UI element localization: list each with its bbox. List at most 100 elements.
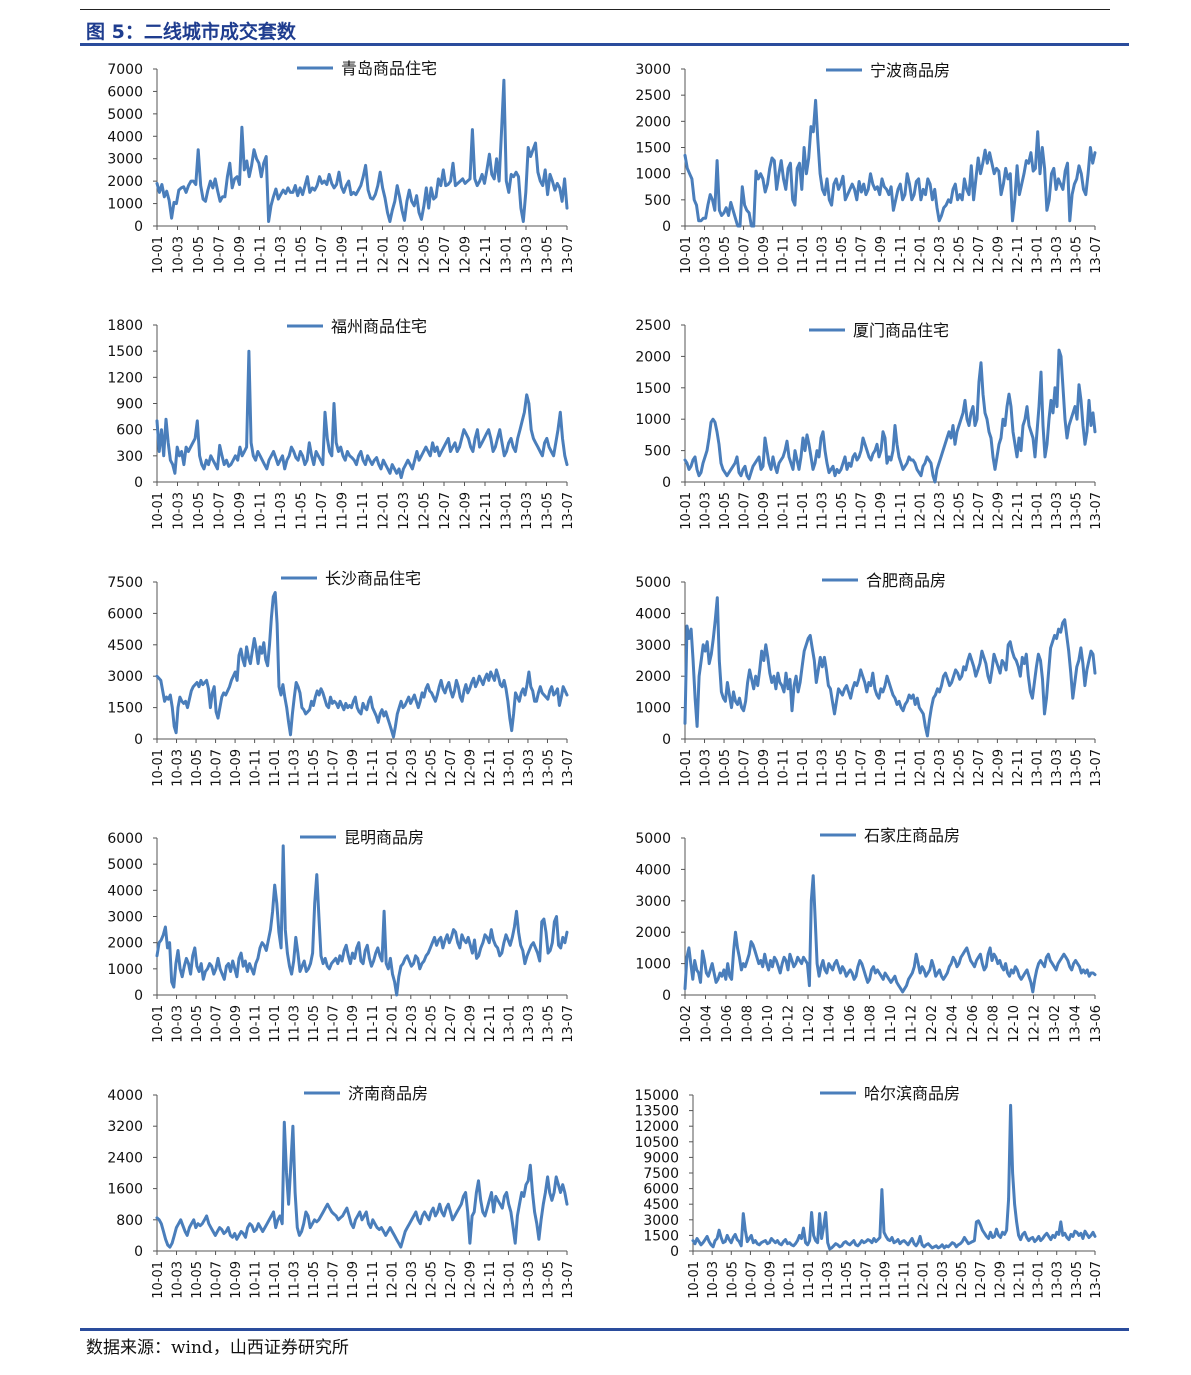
x-tick-label: 11-11 bbox=[356, 492, 371, 530]
x-tick-label: 12-08 bbox=[987, 1005, 1002, 1043]
x-tick-label: 11-04 bbox=[823, 1005, 838, 1043]
x-tick-label: 11-01 bbox=[796, 236, 811, 274]
x-tick-label: 10-11 bbox=[783, 1261, 798, 1299]
x-tick-label: 11-03 bbox=[274, 492, 289, 530]
x-tick-label: 12-05 bbox=[952, 492, 967, 530]
x-tick-label: 10-11 bbox=[777, 749, 792, 787]
x-tick-label: 11-05 bbox=[307, 1005, 322, 1043]
x-tick-label: 11-09 bbox=[346, 1005, 361, 1043]
y-tick-label: 1500 bbox=[635, 381, 671, 397]
y-tick-label: 0 bbox=[670, 1244, 679, 1260]
x-tick-label: 10-11 bbox=[777, 236, 792, 274]
x-tick-label: 11-05 bbox=[307, 749, 322, 787]
x-tick-label: 11-02 bbox=[802, 1005, 817, 1043]
x-tick-label: 10-03 bbox=[171, 749, 186, 787]
x-tick-label: 10-04 bbox=[700, 1005, 715, 1043]
x-tick-label: 11-05 bbox=[835, 492, 850, 530]
x-tick-label: 10-05 bbox=[718, 236, 733, 274]
y-tick-label: 2400 bbox=[107, 1150, 143, 1166]
legend-label: 哈尔滨商品房 bbox=[864, 1084, 960, 1103]
x-tick-label: 11-03 bbox=[816, 492, 831, 530]
x-tick-label: 13-03 bbox=[520, 236, 535, 274]
chart-panel: 6000 5000 4000 3000 2000 1000 0 10-01 10-03 10-05… bbox=[107, 828, 576, 1043]
x-tick-label: 11-11 bbox=[366, 1005, 381, 1043]
legend-label: 昆明商品房 bbox=[344, 828, 424, 847]
x-tick-label: 11-11 bbox=[366, 1261, 381, 1299]
x-tick-label: 13-05 bbox=[541, 236, 556, 274]
x-tick-label: 10-11 bbox=[254, 236, 269, 274]
x-tick-label: 12-11 bbox=[1011, 749, 1026, 787]
source-note: 数据来源：wind，山西证券研究所 bbox=[86, 1338, 349, 1358]
x-tick-label: 13-03 bbox=[522, 1005, 537, 1043]
y-tick-label: 0 bbox=[662, 475, 671, 491]
x-tick-label: 11-09 bbox=[874, 749, 889, 787]
legend-label: 石家庄商品房 bbox=[864, 826, 960, 845]
y-tick-label: 4500 bbox=[107, 638, 143, 654]
x-tick-label: 13-07 bbox=[561, 492, 576, 530]
y-tick-label: 7500 bbox=[643, 1166, 679, 1182]
x-tick-label: 12-07 bbox=[438, 236, 453, 274]
x-tick-label: 12-09 bbox=[991, 492, 1006, 530]
x-tick-label: 11-11 bbox=[894, 749, 909, 787]
x-tick-label: 11-11 bbox=[356, 236, 371, 274]
x-tick-label: 12-03 bbox=[936, 1261, 951, 1299]
x-tick-label: 11-08 bbox=[864, 1005, 879, 1043]
y-tick-label: 2000 bbox=[635, 925, 671, 941]
x-tick-label: 11-09 bbox=[878, 1261, 893, 1299]
x-tick-label: 11-07 bbox=[327, 749, 342, 787]
x-tick-label: 12-09 bbox=[459, 236, 474, 274]
x-tick-label: 10-03 bbox=[699, 236, 714, 274]
x-tick-label: 10-01 bbox=[151, 492, 166, 530]
x-tick-label: 10-11 bbox=[249, 1005, 264, 1043]
x-tick-label: 11-03 bbox=[821, 1261, 836, 1299]
legend-label: 济南商品房 bbox=[348, 1084, 428, 1103]
chart-panel: 4000 3200 2400 1600 800 0 10-01 10-03 10-05 10-07… bbox=[107, 1084, 576, 1299]
x-tick-label: 13-05 bbox=[1069, 749, 1084, 787]
x-tick-label: 12-03 bbox=[397, 236, 412, 274]
y-tick-label: 4000 bbox=[635, 606, 671, 622]
x-tick-label: 10-01 bbox=[151, 236, 166, 274]
x-tick-label: 12-07 bbox=[972, 492, 987, 530]
x-tick-label: 10-05 bbox=[192, 236, 207, 274]
y-tick-label: 3000 bbox=[107, 152, 143, 168]
y-tick-label: 1500 bbox=[107, 701, 143, 717]
x-tick-label: 13-03 bbox=[1051, 1261, 1066, 1299]
y-tick-label: 4000 bbox=[635, 862, 671, 878]
x-tick-label: 10-09 bbox=[757, 749, 772, 787]
x-tick-label: 12-11 bbox=[1011, 236, 1026, 274]
y-tick-label: 7500 bbox=[107, 575, 143, 591]
x-tick-label: 10-07 bbox=[210, 1005, 225, 1043]
x-tick-label: 13-07 bbox=[1089, 749, 1104, 787]
x-tick-label: 11-07 bbox=[327, 1261, 342, 1299]
x-tick-label: 11-07 bbox=[855, 492, 870, 530]
x-tick-label: 12-01 bbox=[917, 1261, 932, 1299]
x-tick-label: 13-05 bbox=[541, 1005, 556, 1043]
x-tick-label: 12-03 bbox=[405, 749, 420, 787]
y-tick-label: 800 bbox=[116, 1213, 143, 1229]
x-tick-label: 12-09 bbox=[991, 749, 1006, 787]
x-tick-label: 12-03 bbox=[405, 1005, 420, 1043]
x-tick-label: 11-01 bbox=[268, 1261, 283, 1299]
x-tick-label: 11-10 bbox=[884, 1005, 899, 1043]
y-tick-label: 2000 bbox=[107, 174, 143, 190]
x-tick-label: 10-07 bbox=[210, 1261, 225, 1299]
x-tick-label: 10-03 bbox=[706, 1261, 721, 1299]
x-tick-label: 12-11 bbox=[479, 236, 494, 274]
x-tick-label: 12-07 bbox=[444, 1005, 459, 1043]
x-tick-label: 13-05 bbox=[541, 1261, 556, 1299]
title-rule bbox=[80, 43, 1129, 46]
series-line bbox=[691, 1103, 1097, 1251]
x-tick-label: 13-07 bbox=[1089, 1261, 1104, 1299]
x-tick-label: 13-04 bbox=[1069, 1005, 1084, 1043]
x-tick-label: 13-05 bbox=[1069, 236, 1084, 274]
x-tick-label: 12-03 bbox=[405, 1261, 420, 1299]
x-tick-label: 12-04 bbox=[946, 1005, 961, 1043]
x-tick-label: 12-05 bbox=[952, 236, 967, 274]
x-tick-label: 10-05 bbox=[718, 492, 733, 530]
x-tick-label: 12-05 bbox=[418, 236, 433, 274]
x-tick-label: 11-03 bbox=[816, 236, 831, 274]
y-tick-label: 0 bbox=[662, 988, 671, 1004]
y-tick-label: 5000 bbox=[107, 107, 143, 123]
x-tick-label: 13-05 bbox=[1070, 1261, 1085, 1299]
chart-panel: 5000 4000 3000 2000 1000 0 10-01 10-03 10-05 10-0… bbox=[635, 571, 1104, 787]
